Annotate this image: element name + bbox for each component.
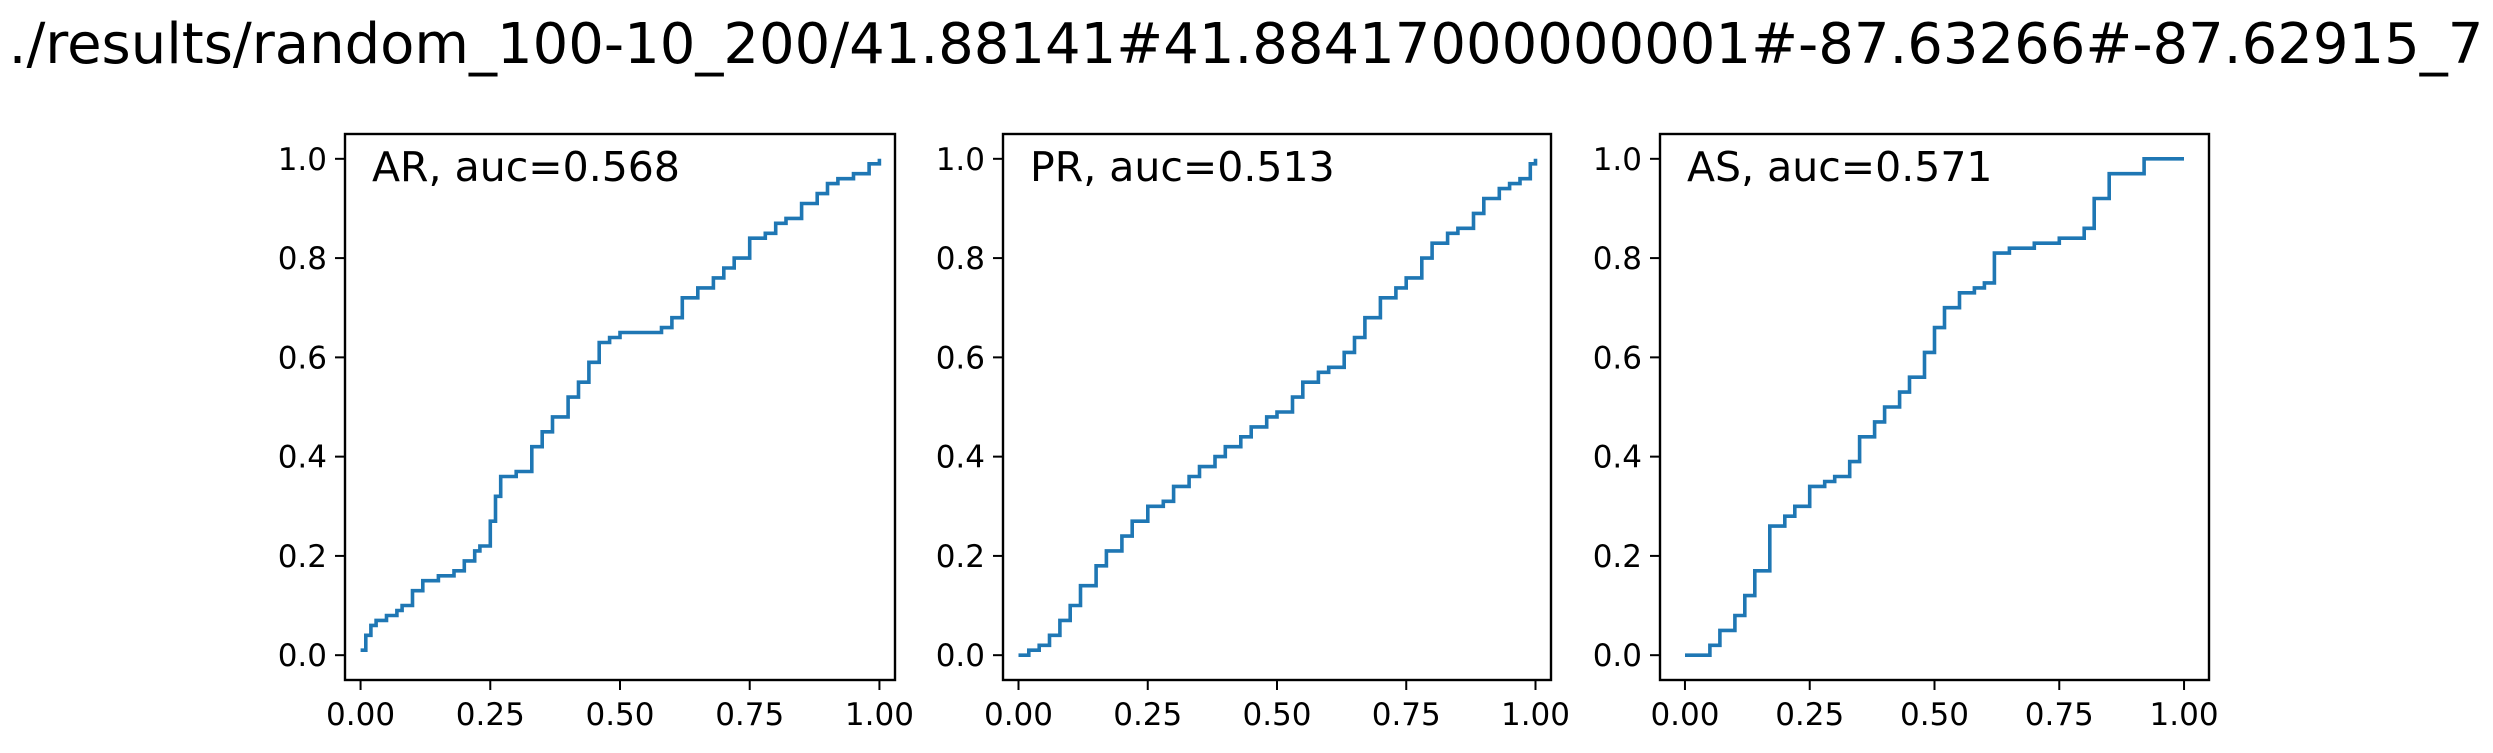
- y-tick-label: 0.2: [278, 539, 327, 575]
- x-tick-label: 0.00: [1650, 697, 1719, 733]
- x-tick-label: 0.00: [326, 697, 395, 733]
- y-tick-label: 0.6: [936, 340, 985, 376]
- y-tick-label: 0.2: [1593, 539, 1642, 575]
- subplot-grid: 0.00 0.25 0.50 0.75 1.00 0.0 0.2 0.4 0.6 0.8 1.0 AR…: [278, 132, 2219, 733]
- y-tick-label: 0.2: [936, 539, 985, 575]
- roc-curve-series: [360, 158, 882, 652]
- y-tick-label: 1.0: [936, 142, 985, 178]
- subplot-title: AS, auc=0.571: [1687, 143, 1993, 191]
- subplot-title: PR, auc=0.513: [1030, 143, 1335, 191]
- y-tick-label: 0.8: [936, 241, 985, 277]
- x-tick-label: 0.50: [1242, 697, 1311, 733]
- y-tick-label: 1.0: [1593, 142, 1642, 178]
- x-tick-label: 1.00: [1501, 697, 1570, 733]
- y-tick-label: 0.0: [936, 638, 985, 674]
- x-tick-label: 0.75: [715, 697, 784, 733]
- y-tick-label: 0.4: [1593, 440, 1642, 476]
- x-tick-label: 0.00: [984, 697, 1053, 733]
- y-tick-label: 0.6: [278, 340, 327, 376]
- x-tick-label: 1.00: [2150, 697, 2219, 733]
- roc-curve-series: [1685, 157, 2184, 657]
- axes-frame: [343, 132, 897, 682]
- y-tick-label: 0.8: [278, 241, 327, 277]
- y-tick-label: 0.0: [1593, 638, 1642, 674]
- y-tick-label: 1.0: [278, 142, 327, 178]
- x-tick-label: 0.25: [1113, 697, 1182, 733]
- subplot-2: 0.00 0.25 0.50 0.75 1.00 0.0 0.2 0.4 0.6 0.8 1.0 AS…: [1593, 132, 2219, 733]
- y-tick-label: 0.8: [1593, 241, 1642, 277]
- y-tick-label: 0.6: [1593, 340, 1642, 376]
- x-tick-label: 0.75: [2025, 697, 2094, 733]
- x-tick-label: 0.75: [1372, 697, 1441, 733]
- y-tick-label: 0.4: [936, 440, 985, 476]
- y-tick-label: 0.0: [278, 638, 327, 674]
- x-tick-label: 1.00: [845, 697, 914, 733]
- y-tick-label: 0.4: [278, 440, 327, 476]
- figure-title: ./results/random_100-10_200/41.88141#41.…: [9, 12, 2484, 77]
- axes-frame: [1001, 132, 1553, 682]
- subplot-0: 0.00 0.25 0.50 0.75 1.00 0.0 0.2 0.4 0.6 0.8 1.0 AR…: [278, 132, 914, 733]
- axes-frame: [1658, 132, 2211, 682]
- subplot-1: 0.00 0.25 0.50 0.75 1.00 0.0 0.2 0.4 0.6 0.8 1.0 PR…: [936, 132, 1570, 733]
- x-tick-label: 0.25: [456, 697, 525, 733]
- x-tick-label: 0.25: [1775, 697, 1844, 733]
- subplot-title: AR, auc=0.568: [372, 143, 680, 191]
- x-tick-label: 0.50: [1900, 697, 1969, 733]
- x-tick-label: 0.50: [585, 697, 654, 733]
- roc-curve-series: [1018, 158, 1538, 657]
